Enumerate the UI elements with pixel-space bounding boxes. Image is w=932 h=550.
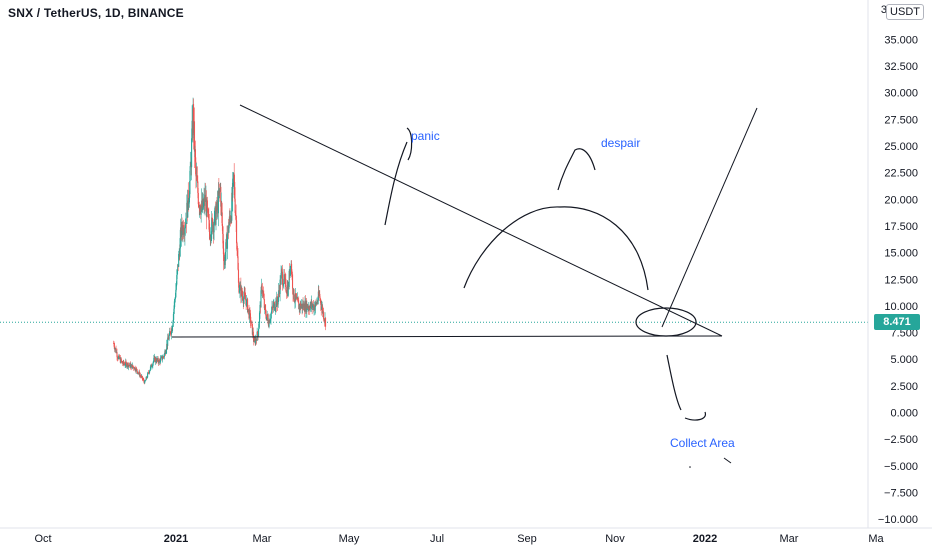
- y-tick-label: 2.500: [890, 381, 918, 393]
- x-tick-label: Oct: [34, 533, 51, 545]
- candle: [144, 380, 145, 384]
- x-tick-label: Jul: [430, 533, 444, 545]
- collect-arrow: [667, 355, 705, 420]
- y-tick-label: 35.000: [884, 34, 918, 46]
- despair-arrow: [558, 149, 595, 190]
- dot-mark: [689, 466, 691, 468]
- x-tick-label: Ma: [868, 533, 884, 545]
- y-tick-label: 22.500: [884, 168, 918, 180]
- small-mark: [724, 458, 731, 463]
- y-tick-label: −7.500: [884, 487, 918, 499]
- x-tick-label: Nov: [605, 533, 625, 545]
- y-tick-label: 12.500: [884, 274, 918, 286]
- y-tick-label: 32.500: [884, 61, 918, 73]
- y-tick-label: 20.000: [884, 194, 918, 206]
- candle: [194, 107, 195, 168]
- annotation-collect-area: Collect Area: [670, 436, 735, 450]
- y-tick-label: 15.000: [884, 248, 918, 260]
- y-tick-label: 25.000: [884, 141, 918, 153]
- x-tick-label: Sep: [517, 533, 537, 545]
- breakout-projection-line: [662, 108, 757, 327]
- currency-badge[interactable]: USDT: [886, 4, 924, 20]
- y-tick-label: 17.500: [884, 221, 918, 233]
- rounded-top-arc: [464, 207, 648, 290]
- y-tick-label: 30.000: [884, 88, 918, 100]
- candlestick-series: [113, 98, 326, 385]
- drawings: [172, 105, 757, 468]
- y-tick-label: −2.500: [884, 434, 918, 446]
- candle: [325, 317, 326, 330]
- last-price-badge: 8.471: [874, 314, 920, 330]
- symbol-title: SNX / TetherUS, 1D, BINANCE: [8, 6, 184, 20]
- x-tick-label: 2021: [164, 533, 188, 545]
- y-tick-label: 5.000: [890, 354, 918, 366]
- annotation-panic: panic: [411, 129, 440, 143]
- y-tick-label: −5.000: [884, 461, 918, 473]
- y-tick-label: 10.000: [884, 301, 918, 313]
- y-tick-label: 27.500: [884, 114, 918, 126]
- x-tick-label: 2022: [693, 533, 717, 545]
- y-tick-label: 0.000: [890, 408, 918, 420]
- x-tick-label: Mar: [253, 533, 272, 545]
- x-tick-label: May: [339, 533, 360, 545]
- annotation-despair: despair: [601, 136, 640, 150]
- x-tick-label: Mar: [780, 533, 799, 545]
- y-tick-label: −10.000: [878, 514, 918, 526]
